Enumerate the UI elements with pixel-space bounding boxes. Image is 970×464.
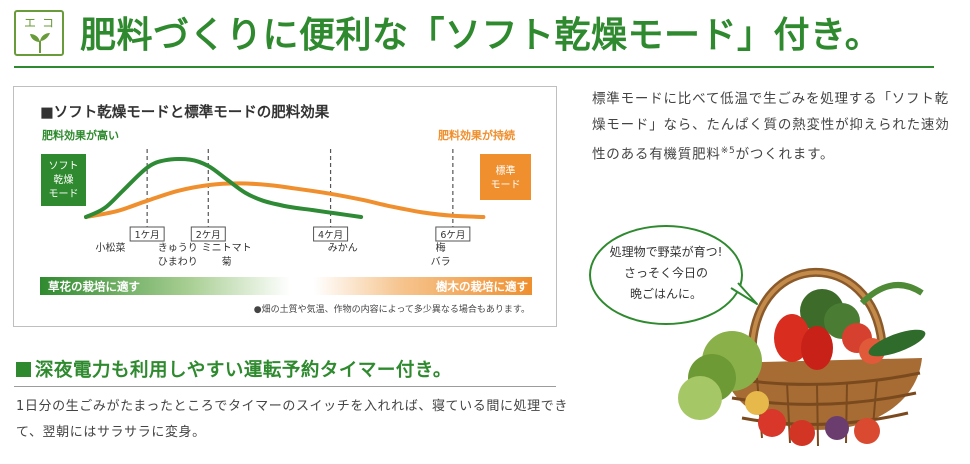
band-flowers: 草花の栽培に適す bbox=[40, 277, 290, 295]
tick-label-4: 4ケ月 bbox=[318, 230, 343, 241]
box-left-line-1: ソフト bbox=[49, 161, 79, 172]
crop-label-0-0: 小松菜 bbox=[95, 241, 125, 254]
timer-section-title: 深夜電力も利用しやすい運転予約タイマー付き。 bbox=[16, 356, 452, 382]
tick-box-1 bbox=[129, 226, 165, 242]
box-right-line-1: 標準 bbox=[496, 164, 516, 177]
page-headline: 肥料づくりに便利な「ソフト乾燥モード」付き。 bbox=[80, 15, 882, 56]
label-lasting-effect: 肥料効果が持続 bbox=[438, 128, 515, 142]
chart-note: ●畑の土質や気温、作物の内容によって多少異なる場合もあります。 bbox=[254, 303, 530, 315]
bubble-tail-icon bbox=[730, 282, 758, 305]
box-standard-mode: 標準 モード bbox=[480, 154, 531, 200]
crop-label-3-0: みかん bbox=[328, 242, 358, 254]
chart-title: ■ソフト乾燥モードと標準モードの肥料効果 bbox=[40, 103, 330, 121]
crop-label-4-1: バラ bbox=[431, 256, 451, 268]
square-bullet-icon bbox=[16, 362, 31, 377]
timer-description: 1日分の生ごみがたまったところでタイマーのスイッチを入れれば、寝ている間に処理で… bbox=[16, 399, 568, 440]
vegetable-basket-icon bbox=[678, 267, 926, 447]
box-right-line-2: モード bbox=[491, 180, 521, 191]
band-trees-label: 樹木の栽培に適す bbox=[436, 280, 528, 294]
tick-box-2 bbox=[190, 226, 226, 242]
timer-divider bbox=[14, 386, 556, 387]
tick-label-1: 1ケ月 bbox=[135, 230, 160, 241]
eco-badge-label: エコ bbox=[23, 16, 60, 30]
sprout-icon bbox=[30, 33, 50, 53]
chart-svg: ■ソフト乾燥モードと標準モードの肥料効果 肥料効果が高い 肥料効果が持続 ソフト… bbox=[40, 103, 532, 315]
crop-label-1-0: きゅうり bbox=[158, 242, 198, 254]
tick-box-4 bbox=[313, 226, 349, 242]
box-soft-dry-mode: ソフト 乾燥 モード bbox=[41, 154, 86, 206]
label-high-effect: 肥料効果が高い bbox=[42, 128, 119, 142]
eco-badge: エコ bbox=[14, 10, 64, 56]
tick-label-6: 6ケ月 bbox=[440, 230, 465, 241]
bubble-line-3: 晩ごはんに。 bbox=[629, 287, 702, 301]
description-text: 標準モードに比べて低温で生ごみを処理する「ソフト乾燥モード」なら、たんぱく質の熱… bbox=[592, 86, 952, 168]
headline-divider bbox=[14, 66, 934, 68]
bubble-line-1: 処理物で野菜が育つ! bbox=[609, 245, 723, 259]
speech-bubble: 処理物で野菜が育つ! さっそく今日の 晩ごはんに。 bbox=[589, 225, 743, 325]
month-ticks: 1ケ月 2ケ月 4ケ月 6ケ月 bbox=[129, 226, 471, 242]
footnote-mark: ※5 bbox=[720, 146, 736, 156]
series-soft-dry-mode bbox=[84, 156, 364, 219]
box-left-line-3: モード bbox=[49, 189, 79, 200]
crop-label-2-1: 菊 bbox=[222, 256, 232, 268]
crop-label-4-0: 梅 bbox=[436, 241, 446, 254]
band-flowers-label: 草花の栽培に適す bbox=[48, 280, 140, 294]
crop-label-2-0: ミニトマト bbox=[202, 243, 252, 254]
tick-box-6 bbox=[435, 226, 471, 242]
crop-label-1-1: ひまわり bbox=[158, 256, 198, 268]
bubble-line-2: さっそく今日の bbox=[623, 266, 708, 280]
band-trees: 樹木の栽培に適す bbox=[314, 277, 532, 295]
series-standard-mode bbox=[84, 181, 486, 219]
tick-label-2: 2ケ月 bbox=[196, 230, 221, 241]
timer-title-text: 深夜電力も利用しやすい運転予約タイマー付き。 bbox=[35, 360, 452, 381]
description-body: 標準モードに比べて低温で生ごみを処理する「ソフト乾燥モード」なら、たんぱく質の熱… bbox=[592, 91, 950, 163]
fertilizer-effect-chart: ■ソフト乾燥モードと標準モードの肥料効果 肥料効果が高い 肥料効果が持続 ソフト… bbox=[13, 86, 557, 327]
description-tail: がつくれます。 bbox=[735, 146, 835, 163]
box-left-line-2: 乾燥 bbox=[54, 173, 74, 186]
